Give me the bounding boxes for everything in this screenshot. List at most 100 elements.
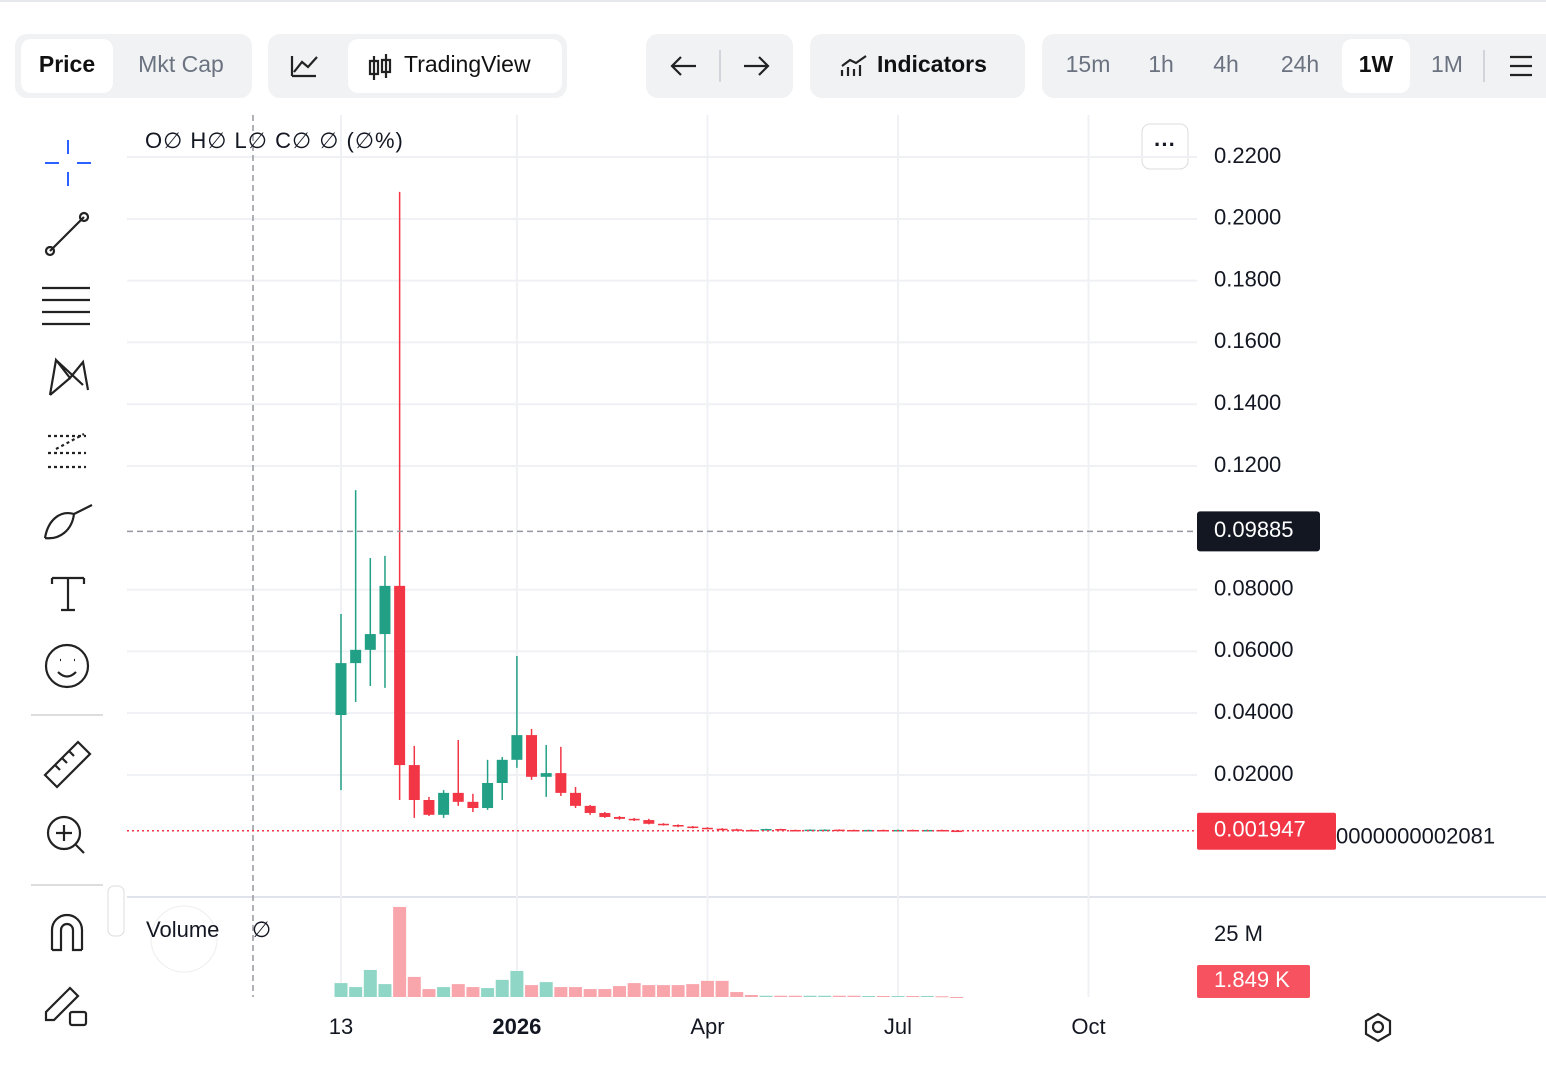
volume-bar — [554, 987, 568, 997]
text-tool[interactable] — [50, 576, 86, 612]
candle-body — [613, 816, 625, 819]
volume-bar — [378, 984, 392, 997]
volume-bar — [774, 995, 788, 997]
candle-body — [570, 792, 582, 806]
volume-bar — [525, 985, 539, 997]
more-dots[interactable]: ··· — [1154, 132, 1176, 157]
candle-body — [511, 735, 523, 760]
interval[interactable]: 15m — [1066, 51, 1111, 77]
y-tick-label: 0.04000 — [1214, 699, 1294, 724]
interval[interactable]: 1W — [1359, 51, 1394, 77]
mkt-cap-label[interactable]: Mkt Cap — [138, 51, 224, 77]
settings-hex[interactable] — [1364, 1012, 1392, 1043]
x-tick-label: 13 — [329, 1014, 353, 1039]
candle-body — [819, 829, 831, 832]
y-tick-label: 0.2200 — [1214, 143, 1281, 168]
lock-tool[interactable] — [44, 986, 80, 1022]
settings-icon[interactable] — [1510, 55, 1532, 77]
projection-tool[interactable] — [48, 433, 86, 469]
volume-bar — [539, 982, 553, 997]
y-tick-label: 0.02000 — [1214, 761, 1294, 786]
candle-body — [936, 829, 948, 832]
indicators-label[interactable]: Indicators — [877, 51, 987, 77]
interval[interactable]: 1M — [1431, 51, 1463, 77]
candle-body — [452, 792, 464, 802]
candle-body — [657, 823, 669, 826]
settings-hex-dot — [1371, 1020, 1385, 1034]
fib-tool[interactable] — [42, 286, 90, 326]
volume-bar — [862, 996, 876, 998]
crosshair-label: 0.09885 — [1214, 517, 1294, 542]
candle-body — [833, 829, 845, 832]
candle-body — [408, 765, 420, 800]
candle-body — [804, 829, 816, 832]
candle-body — [496, 759, 508, 783]
line-chart-icon[interactable] — [290, 56, 318, 78]
trendline-tool[interactable] — [49, 216, 85, 252]
volume-bar — [583, 989, 597, 997]
volume-bar — [935, 996, 949, 998]
volume-bar — [818, 995, 832, 997]
candle-body — [672, 825, 684, 827]
volume-title: Volume — [146, 917, 219, 942]
watermark — [150, 905, 218, 973]
ruler-tool[interactable] — [43, 740, 92, 789]
crosshair-tool[interactable] — [45, 140, 91, 186]
candle-body — [731, 829, 743, 831]
candle-body — [555, 773, 567, 793]
candle-body — [687, 826, 699, 829]
brush-tool[interactable] — [43, 504, 93, 540]
y-tick-label: 0.2000 — [1214, 205, 1281, 230]
candle-body — [775, 829, 787, 831]
last-volume-bg — [1197, 964, 1310, 998]
volume-bar — [803, 995, 817, 997]
tradingview-label[interactable]: TradingView — [404, 51, 531, 77]
undo-button[interactable] — [670, 56, 696, 76]
last-volume-label: 1.849 K — [1214, 967, 1290, 992]
candle-body — [482, 782, 494, 809]
interval[interactable]: 1h — [1148, 51, 1174, 77]
collapse-handle[interactable] — [107, 885, 125, 937]
lock-icon — [68, 1010, 88, 1027]
price-label[interactable]: Price — [39, 51, 95, 77]
tradingview-button[interactable] — [348, 39, 562, 93]
candle-body — [643, 820, 655, 824]
volume-bar — [569, 987, 583, 997]
volume-bar — [334, 983, 348, 997]
interval-group — [1042, 34, 1546, 98]
volume-bar — [715, 980, 729, 997]
volume-bar — [393, 906, 407, 997]
volume-bar — [466, 987, 480, 997]
volume-bar — [788, 995, 802, 997]
candle-body — [745, 829, 757, 832]
interval[interactable]: 24h — [1281, 51, 1319, 77]
price-button[interactable] — [21, 39, 113, 93]
interval-selected — [1342, 39, 1410, 93]
y-tick-label: 0.08000 — [1214, 575, 1294, 600]
magnet-tool[interactable] — [50, 913, 84, 952]
emoji-tool[interactable] — [44, 643, 90, 689]
indicators-button[interactable] — [810, 34, 1025, 98]
drawing-toolbar — [31, 140, 125, 1027]
volume-bar — [481, 988, 495, 997]
volume-bar — [510, 970, 524, 997]
candle-body — [335, 663, 347, 716]
candle-body — [716, 828, 728, 831]
pattern-tool[interactable] — [48, 357, 90, 396]
volume-bar — [891, 996, 905, 998]
zoom-tool[interactable] — [46, 815, 82, 851]
volume-bar — [612, 986, 626, 997]
volume-bar — [451, 984, 465, 997]
x-tick-label: 2026 — [492, 1014, 541, 1039]
volume-bar — [627, 983, 641, 997]
redo-button[interactable] — [744, 56, 770, 76]
volume-bar — [686, 984, 700, 997]
candle-body — [350, 649, 362, 664]
candle-body — [540, 773, 552, 777]
interval[interactable]: 4h — [1213, 51, 1239, 77]
candle-body — [951, 830, 963, 833]
candle-body — [394, 585, 406, 766]
candle-icon — [368, 54, 392, 80]
volume-bar — [920, 996, 934, 998]
